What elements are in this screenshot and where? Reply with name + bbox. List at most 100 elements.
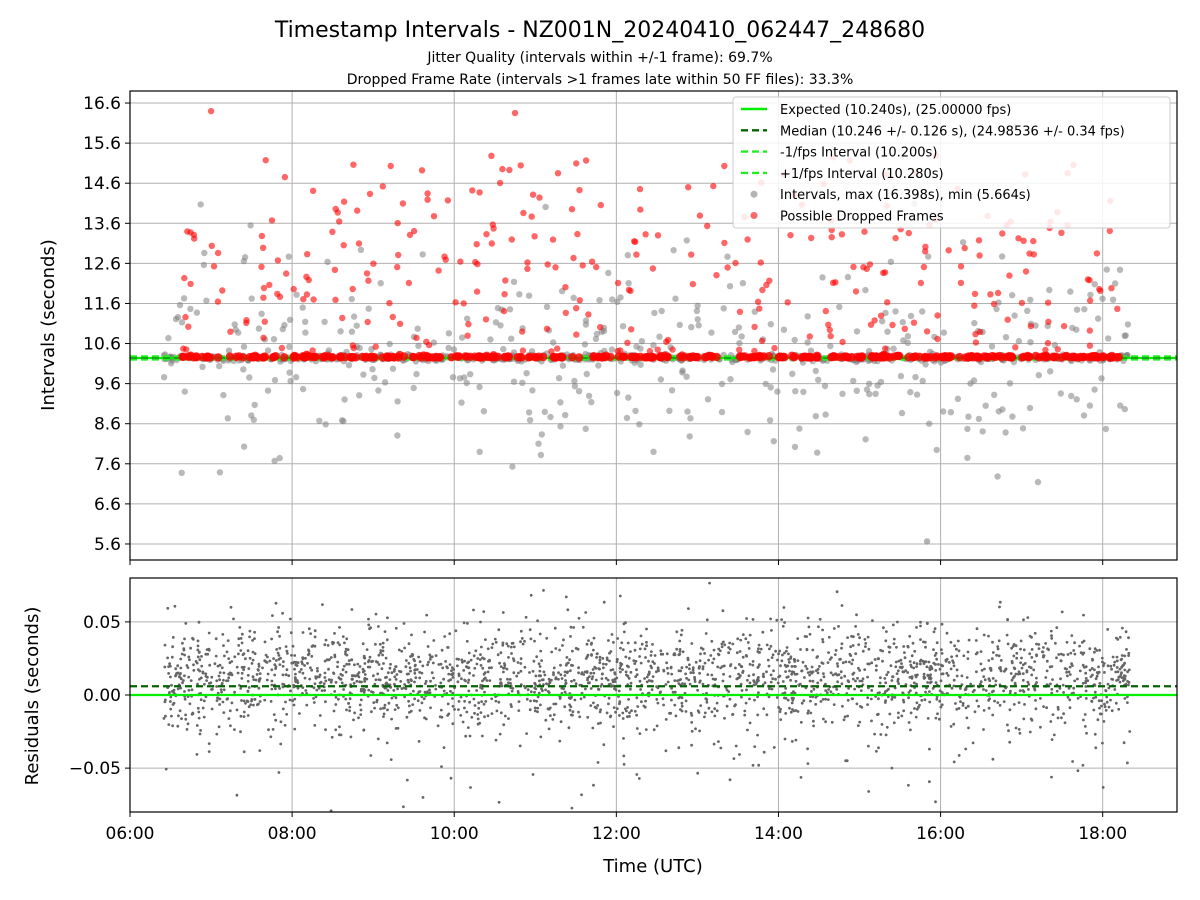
interval-point <box>386 340 393 348</box>
residual-point <box>870 719 873 723</box>
residual-point <box>352 718 355 722</box>
residual-point <box>775 696 779 699</box>
residual-point <box>268 659 272 663</box>
residual-point <box>680 628 684 632</box>
residual-point <box>1049 682 1052 686</box>
residual-point <box>1068 706 1072 710</box>
residual-point <box>273 673 277 677</box>
residual-point <box>320 689 324 692</box>
residual-point <box>369 754 373 757</box>
residual-point <box>690 743 693 747</box>
interval-point <box>770 438 777 445</box>
residual-point <box>1015 651 1019 655</box>
residual-point <box>301 671 305 675</box>
residual-point <box>971 690 975 694</box>
residual-point <box>355 679 359 683</box>
residual-point <box>283 723 287 727</box>
interval-point <box>356 392 363 399</box>
residual-point <box>407 672 410 676</box>
residual-point <box>891 623 895 627</box>
residual-point <box>932 630 936 634</box>
residual-point <box>911 641 915 645</box>
residual-point <box>928 681 932 685</box>
residual-point <box>982 728 985 731</box>
residual-point <box>538 665 542 668</box>
residual-point <box>220 690 224 694</box>
residual-point <box>598 661 602 665</box>
residual-point <box>226 639 230 642</box>
residual-point <box>645 644 648 648</box>
dropped-frame-point <box>462 352 471 361</box>
residual-point <box>242 665 246 669</box>
residual-point <box>645 680 649 684</box>
residual-point <box>1127 668 1131 672</box>
residual-point <box>293 727 297 731</box>
interval-point <box>360 371 367 378</box>
dropped-frame-point <box>1042 346 1049 354</box>
residual-point <box>922 672 926 676</box>
residual-point <box>442 689 446 693</box>
dropped-frame-point <box>214 249 222 257</box>
residual-point <box>612 641 615 644</box>
residual-point <box>767 664 771 668</box>
dropped-frame-point <box>506 166 513 174</box>
interval-point <box>866 380 873 387</box>
residual-point <box>215 685 219 688</box>
residual-point <box>374 612 378 616</box>
residual-point <box>891 675 895 679</box>
residual-point <box>814 702 818 706</box>
residual-point <box>523 639 526 643</box>
residual-point <box>1025 669 1029 673</box>
residual-point <box>678 648 682 651</box>
dropped-frame-point <box>268 217 276 224</box>
residual-point <box>711 661 714 665</box>
residual-point <box>640 700 643 704</box>
residual-point <box>497 800 501 804</box>
residual-point <box>334 703 338 706</box>
residual-point <box>552 702 556 706</box>
residual-point <box>956 639 960 643</box>
residual-point <box>242 699 246 703</box>
residual-point <box>966 650 970 654</box>
residual-point <box>1020 666 1024 670</box>
residual-point <box>301 656 305 659</box>
interval-point <box>337 328 344 335</box>
residual-point <box>602 600 606 604</box>
residual-point <box>477 701 481 705</box>
dropped-frame-point <box>394 263 401 271</box>
interval-point <box>738 333 745 340</box>
residual-point <box>533 639 536 643</box>
residual-point <box>786 698 790 702</box>
residual-point <box>284 700 287 704</box>
residual-point <box>873 658 877 661</box>
dropped-frame-point <box>594 352 603 362</box>
residual-point <box>1093 690 1097 694</box>
residual-point <box>753 698 756 702</box>
residual-point <box>987 659 991 662</box>
dropped-frame-point <box>787 232 794 239</box>
residual-point <box>543 673 547 677</box>
residual-point <box>383 703 387 707</box>
residual-point <box>745 654 748 658</box>
residual-point <box>329 680 333 684</box>
residual-point <box>840 676 843 680</box>
residual-point <box>470 715 474 719</box>
residual-point <box>776 681 780 685</box>
residual-point <box>656 701 660 705</box>
residual-point <box>793 665 796 668</box>
residual-point <box>227 657 231 660</box>
residual-point <box>449 776 453 780</box>
interval-point <box>676 321 683 329</box>
residual-point <box>955 674 959 678</box>
dropped-frame-point <box>310 296 317 303</box>
residual-point <box>188 702 192 706</box>
residual-point <box>625 709 628 713</box>
residual-point <box>482 702 486 706</box>
residual-point <box>805 647 809 651</box>
residual-point <box>480 734 484 738</box>
residual-point <box>263 640 267 644</box>
residual-point <box>602 662 605 666</box>
residual-point <box>913 707 916 710</box>
residual-point <box>774 649 777 653</box>
interval-point <box>1069 324 1076 332</box>
